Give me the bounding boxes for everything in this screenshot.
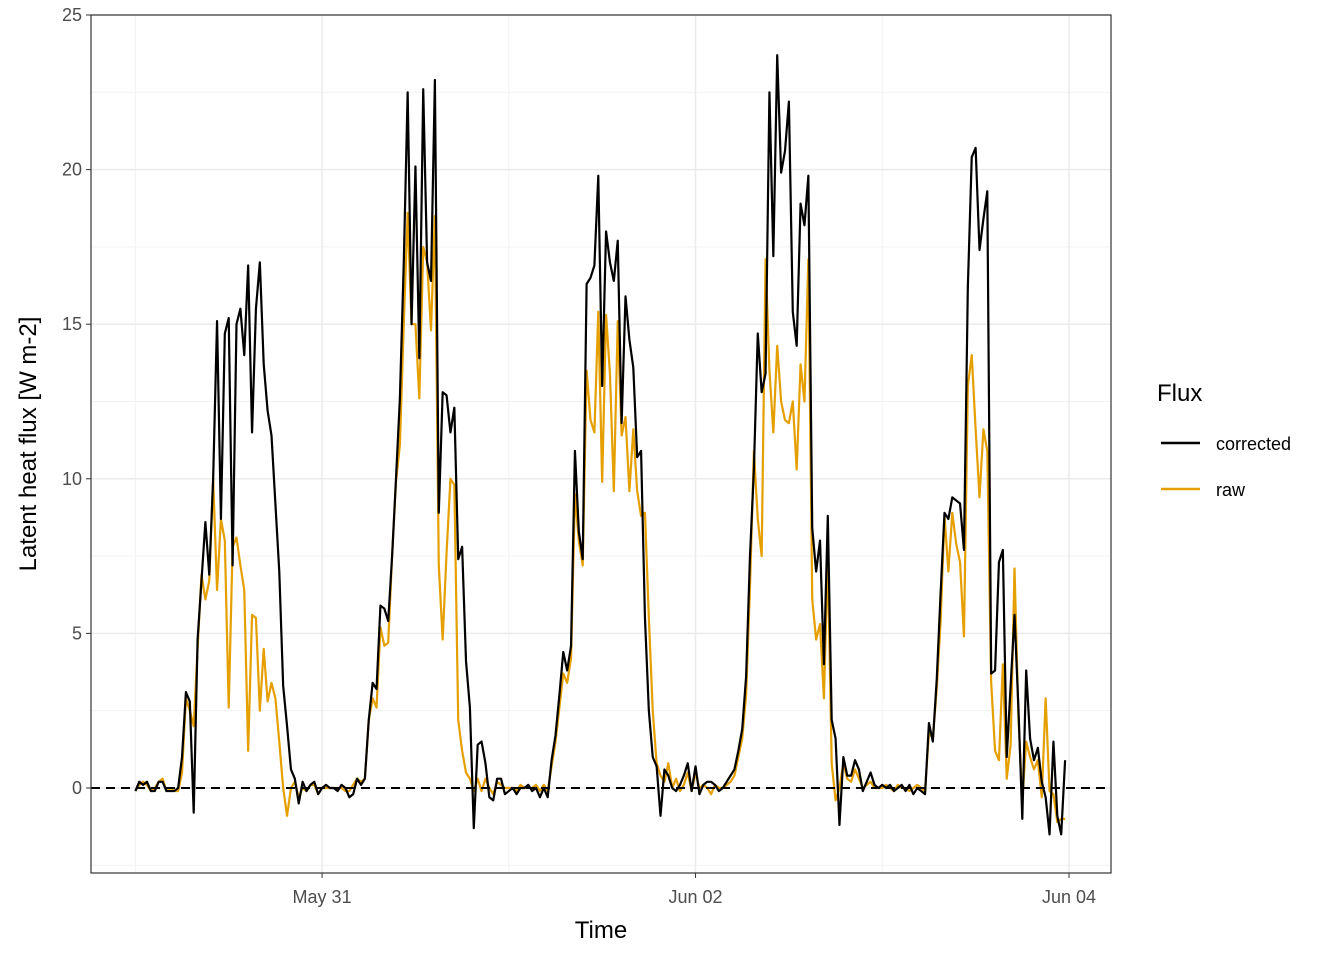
y-tick-label: 0 (72, 778, 82, 798)
x-tick-label: Jun 02 (669, 887, 723, 907)
y-tick-label: 25 (62, 5, 82, 25)
y-tick-label: 15 (62, 314, 82, 334)
series-line (134, 211, 1066, 824)
series-line (134, 54, 1067, 836)
x-axis-title: Time (575, 917, 627, 944)
x-tick-label: May 31 (293, 887, 352, 907)
y-tick-label: 20 (62, 160, 82, 180)
y-axis-title: Latent heat flux [W m-2] (15, 317, 42, 572)
y-tick-label: 10 (62, 469, 82, 489)
plot-border (90, 14, 1112, 874)
legend-label: corrected (1216, 434, 1291, 454)
legend-title: Flux (1157, 380, 1202, 407)
y-tick-label: 5 (72, 623, 82, 643)
legend-label: raw (1216, 480, 1246, 500)
x-tick-label: Jun 04 (1042, 887, 1096, 907)
